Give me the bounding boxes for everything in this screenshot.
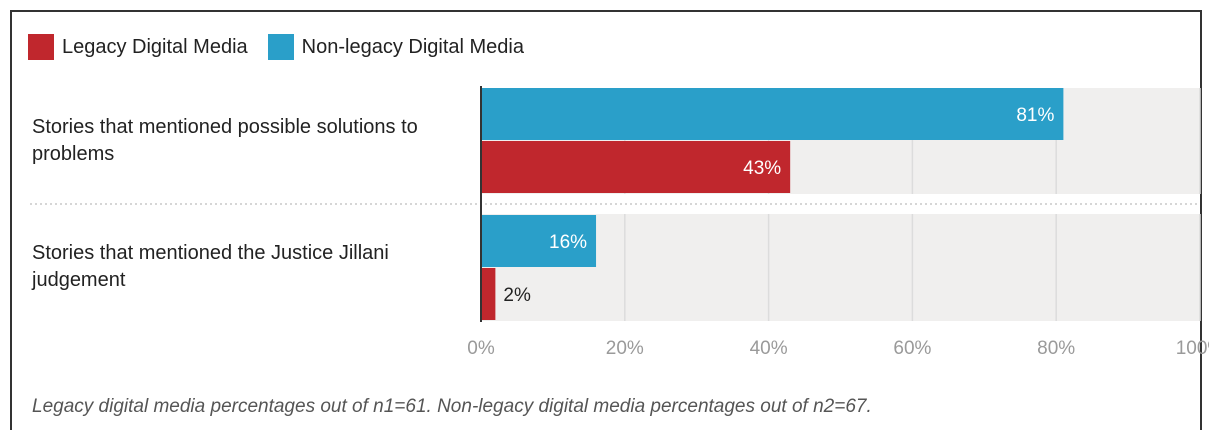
legend-swatch-non-legacy — [267, 34, 294, 60]
legend: Legacy Digital Media Non-legacy Digital … — [28, 34, 544, 60]
legend-swatch-legacy — [28, 34, 54, 60]
legend-label-legacy: Legacy Digital Media — [62, 35, 248, 58]
data-label-legacy-0: 43% — [743, 158, 781, 179]
x-tick-label-40: 40% — [750, 338, 788, 359]
legend-label-non-legacy: Non-legacy Digital Media — [301, 35, 524, 58]
x-tick-label-0: 0% — [467, 338, 495, 359]
category-label-solutions: Stories that mentioned possible solution… — [32, 116, 418, 165]
bar-legacy-0 — [481, 141, 791, 193]
data-label-legacy-1: 2% — [503, 285, 531, 306]
category-label-jillani: Stories that mentioned the Justice Jilla… — [32, 242, 389, 291]
chart-frame — [10, 10, 1202, 430]
bar-non-legacy-1 — [481, 215, 597, 267]
x-tick-label-100: 100% — [1176, 338, 1209, 359]
x-tick-label-60: 60% — [893, 338, 931, 359]
legend-item-legacy: Legacy Digital Media — [28, 34, 248, 60]
bar-non-legacy-0 — [481, 88, 1064, 140]
x-tick-label-80: 80% — [1037, 338, 1075, 359]
bar-legacy-1 — [481, 268, 496, 320]
chart-note: Legacy digital media percentages out of … — [32, 396, 872, 417]
plot-background-1 — [481, 214, 1200, 321]
data-label-non-legacy-1: 16% — [549, 232, 587, 253]
legend-item-non-legacy: Non-legacy Digital Media — [267, 34, 524, 60]
x-tick-label-20: 20% — [606, 338, 644, 359]
data-label-non-legacy-0: 81% — [1016, 105, 1054, 126]
